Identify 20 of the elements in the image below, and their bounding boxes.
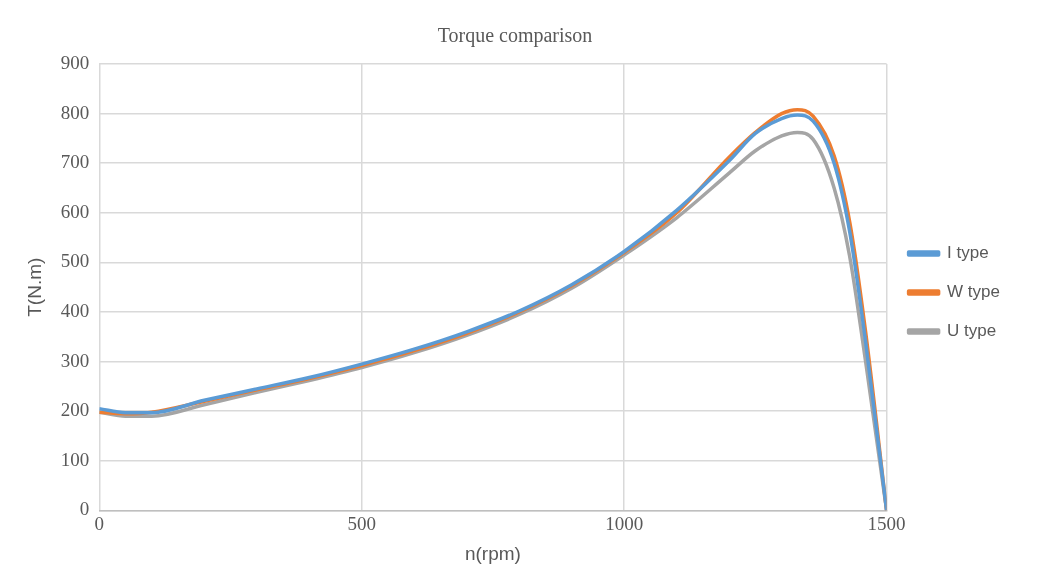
chart-title: Torque comparison [437, 24, 593, 48]
y-tick-label: 500 [60, 250, 90, 272]
y-tick-label: 600 [60, 200, 90, 222]
y-tick-label: 200 [60, 399, 90, 421]
y-tick-label: 100 [60, 448, 90, 470]
x-tick-label: 1000 [605, 512, 644, 534]
x-axis-title: n(rpm) [464, 542, 521, 564]
y-tick-label: 700 [60, 151, 90, 173]
y-tick-label: 0 [79, 498, 90, 520]
y-tick-label: 900 [60, 51, 90, 73]
x-tick-label: 500 [347, 512, 376, 534]
y-tick-label: 400 [60, 299, 90, 321]
legend-label: I type [947, 243, 989, 263]
x-tick-label: 1500 [867, 512, 906, 534]
legend-label: U type [947, 321, 997, 341]
y-tick-label: 300 [60, 349, 90, 371]
y-axis-title: T(N.m) [23, 257, 45, 317]
x-tick-label: 0 [94, 512, 105, 534]
legend-label: W type [947, 282, 1001, 302]
y-tick-label: 800 [60, 101, 90, 123]
